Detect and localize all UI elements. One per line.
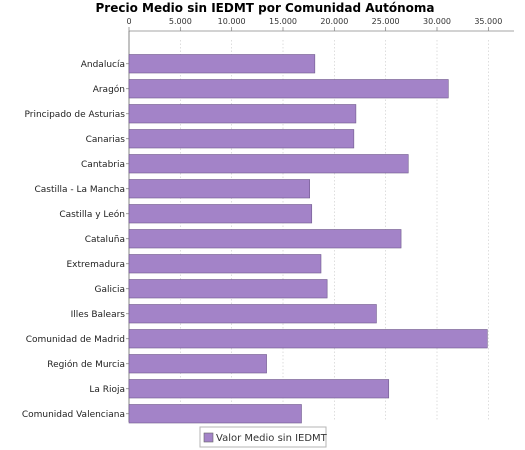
x-tick-label: 35.000 <box>474 17 502 26</box>
x-tick-label: 25.000 <box>372 17 400 26</box>
bar <box>128 204 313 224</box>
bar <box>128 329 488 349</box>
legend: Valor Medio sin IEDMT <box>199 426 328 448</box>
category-label: Andalucía <box>81 60 125 70</box>
bar <box>128 79 449 99</box>
category-label: Illes Balears <box>71 310 126 320</box>
bar <box>128 179 310 199</box>
category-label: Castilla y León <box>59 209 125 220</box>
category-label: Castilla - La Mancha <box>34 185 125 195</box>
category-label: Principado de Asturias <box>24 110 125 120</box>
category-label: Canarias <box>86 135 126 145</box>
x-tick-labels: 0 5.000 10.000 15.000 20.000 25.000 30.000 35.0… <box>126 17 502 26</box>
legend-swatch <box>203 432 214 443</box>
x-tick-label: 10.000 <box>218 17 246 26</box>
bar <box>128 354 267 374</box>
bar <box>128 129 355 149</box>
bar <box>128 104 357 124</box>
category-labels: Andalucía Aragón Principado de Asturias Can… <box>22 60 125 420</box>
bar <box>128 404 302 424</box>
bar <box>128 254 322 274</box>
category-label: Cataluña <box>85 235 125 245</box>
category-label: Galicia <box>95 285 125 295</box>
bar <box>128 304 377 324</box>
bars <box>128 54 488 424</box>
x-tick-label: 0 <box>126 17 131 26</box>
category-label: Cantabria <box>81 160 125 170</box>
x-tick-label: 30.000 <box>423 17 451 26</box>
x-tick-label: 15.000 <box>269 17 297 26</box>
category-label: Comunidad de Madrid <box>26 335 125 345</box>
category-label: La Rioja <box>89 385 125 395</box>
category-label: Comunidad Valenciana <box>22 410 125 420</box>
category-label: Aragón <box>93 84 125 95</box>
bar <box>128 379 390 399</box>
chart-title: Precio Medio sin IEDMT por Comunidad Aut… <box>96 1 435 15</box>
x-tick-label: 5.000 <box>169 17 192 26</box>
legend-box <box>199 426 327 448</box>
bar <box>128 54 316 74</box>
bar <box>128 279 328 299</box>
legend-label: Valor Medio sin IEDMT <box>216 433 328 444</box>
bar <box>128 229 402 249</box>
category-label: Extremadura <box>67 260 126 270</box>
bar <box>128 154 409 174</box>
category-label: Región de Murcia <box>47 359 125 370</box>
x-tick-label: 20.000 <box>320 17 348 26</box>
